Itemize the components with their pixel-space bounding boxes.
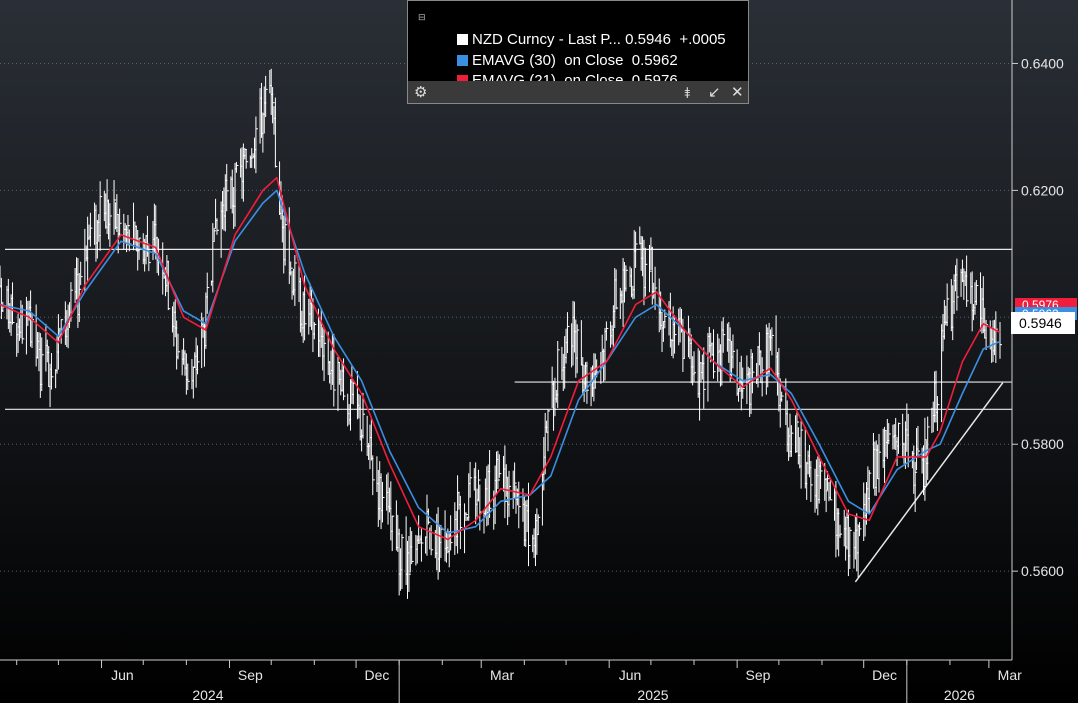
y-tick-label: 0.5800 bbox=[1021, 436, 1064, 452]
last-value-label: 0.5946 bbox=[1011, 312, 1075, 334]
y-tick-label: 0.6400 bbox=[1021, 55, 1064, 71]
legend-swatch-ema30 bbox=[457, 55, 469, 66]
collapse-icon[interactable]: ⊟ bbox=[418, 12, 426, 22]
legend-swatch-price bbox=[457, 34, 469, 45]
annotations bbox=[5, 248, 1012, 583]
legend-text-price: NZD Curncy - Last P... 0.5946 +.0005 bbox=[472, 31, 726, 48]
x-tick-label: Mar bbox=[998, 667, 1022, 683]
x-year-label: 2025 bbox=[637, 687, 668, 703]
pin-icon[interactable]: ⯒ bbox=[684, 85, 691, 102]
y-tick-label: 0.5600 bbox=[1021, 563, 1064, 579]
gear-icon[interactable]: ⚙ bbox=[414, 84, 428, 101]
x-year-label: 2026 bbox=[944, 687, 975, 703]
legend-swatch-ema21 bbox=[457, 75, 469, 86]
legend-text-ema30: EMAVG (30) on Close 0.5962 bbox=[472, 52, 678, 69]
x-tick-label: Jun bbox=[619, 667, 642, 683]
ema21-line bbox=[0, 176, 1001, 541]
x-tick-label: Jun bbox=[111, 667, 134, 683]
legend-panel[interactable]: ⊟ NZD Curncy - Last P... 0.5946 +.0005 E… bbox=[407, 0, 749, 104]
ema-lines bbox=[0, 176, 1001, 541]
x-tick-label: Dec bbox=[872, 667, 897, 683]
x-tick-label: Sep bbox=[238, 667, 263, 683]
legend-toolbar: ⚙ ⯒ ↙ ✕ bbox=[408, 81, 748, 103]
minimize-icon[interactable]: ↙ bbox=[708, 84, 721, 101]
legend-item-ema30[interactable]: EMAVG (30) on Close 0.5962 bbox=[432, 31, 678, 69]
legend-item-ema21[interactable]: EMAVG (21) on Close 0.5976 bbox=[432, 51, 678, 89]
close-icon[interactable]: ✕ bbox=[731, 84, 744, 101]
legend-item-price[interactable]: NZD Curncy - Last P... 0.5946 +.0005 bbox=[432, 10, 726, 48]
x-tick-label: Mar bbox=[490, 667, 514, 683]
trendline bbox=[854, 382, 1004, 583]
x-tick-label: Sep bbox=[746, 667, 771, 683]
x-year-label: 2024 bbox=[192, 687, 223, 703]
gridlines bbox=[0, 62, 1012, 572]
x-tick-label: Dec bbox=[364, 667, 389, 683]
y-tick-label: 0.6200 bbox=[1021, 182, 1064, 198]
